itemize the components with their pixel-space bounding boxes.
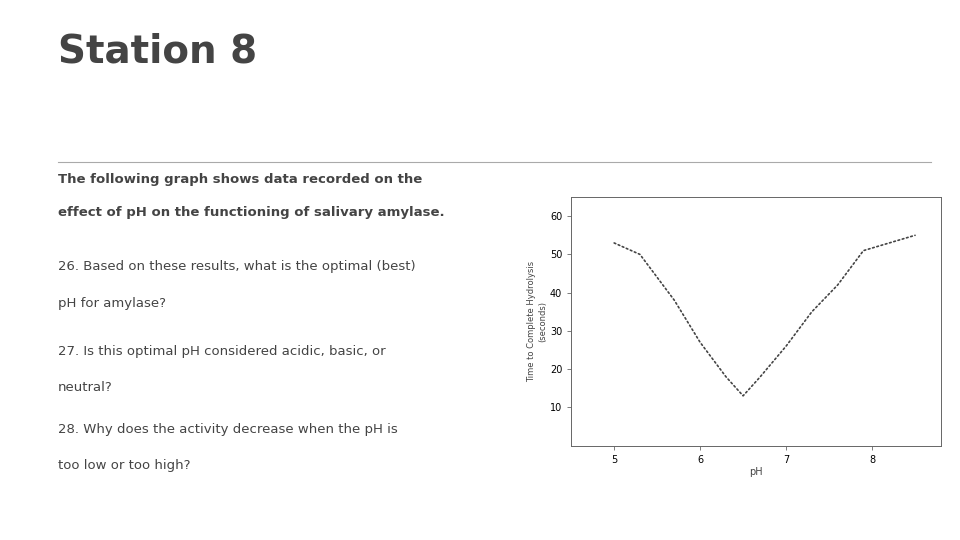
Text: neutral?: neutral? (58, 381, 112, 394)
Text: 28. Why does the activity decrease when the pH is: 28. Why does the activity decrease when … (58, 423, 397, 436)
Text: effect of p​H on the functioning of salivary amylase.: effect of p​H on the functioning of sali… (58, 206, 444, 219)
X-axis label: pH: pH (749, 467, 763, 477)
Y-axis label: Time to Complete Hydrolysis
(seconds): Time to Complete Hydrolysis (seconds) (527, 261, 547, 382)
Text: 26. Based on these results, what is the optimal (best): 26. Based on these results, what is the … (58, 260, 416, 273)
Text: The following graph shows data recorded on the: The following graph shows data recorded … (58, 173, 421, 186)
Text: 27. Is this optimal pH considered acidic, basic, or: 27. Is this optimal pH considered acidic… (58, 345, 385, 358)
Text: too low or too high?: too low or too high? (58, 460, 190, 472)
Text: 26. Based on these results, what is the optimal (best): 26. Based on these results, what is the … (58, 260, 461, 273)
Text: pH for amylase?: pH for amylase? (58, 296, 165, 309)
Text: Station 8: Station 8 (58, 32, 256, 70)
